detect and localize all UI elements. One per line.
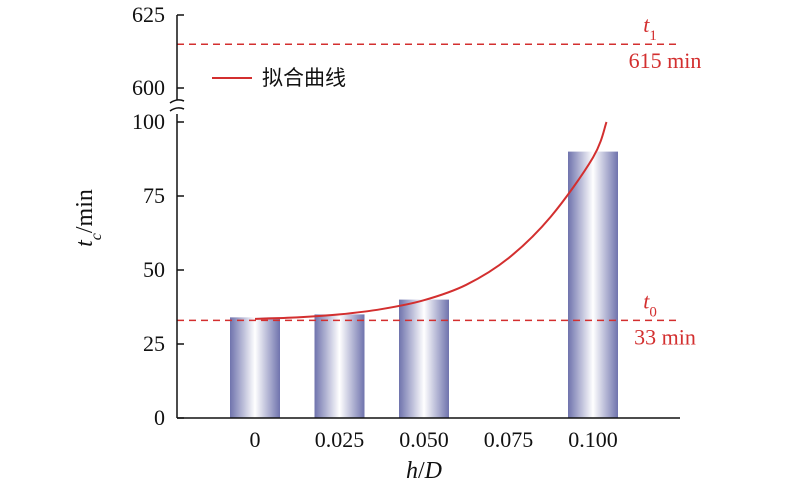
axes — [169, 14, 680, 419]
x-tick-label: 0 — [250, 427, 261, 452]
y-tick-label: 75 — [143, 183, 165, 208]
y-tick-label: 50 — [143, 257, 165, 282]
axis-break-mark — [169, 99, 185, 112]
legend-label: 拟合曲线 — [262, 66, 346, 90]
fit-curve — [254, 121, 608, 320]
reference-line-value: 615 min — [629, 48, 702, 73]
x-tick-label: 0.100 — [568, 427, 618, 452]
reference-lines: t1 615 min t0 33 min — [177, 12, 701, 349]
bar — [568, 151, 618, 418]
bar — [314, 314, 365, 418]
bar — [399, 299, 449, 418]
reference-line-symbol: t0 — [643, 288, 657, 320]
y-tick-label: 25 — [143, 331, 165, 356]
x-tick-labels: 0 0.025 0.050 0.075 0.100 — [250, 427, 618, 452]
y-tick-label: 600 — [132, 75, 165, 100]
x-tick-label: 0.025 — [315, 427, 365, 452]
x-tick-label: 0.075 — [484, 427, 534, 452]
bars — [230, 151, 618, 418]
legend: 拟合曲线 — [212, 66, 346, 90]
y-tick-label: 625 — [132, 2, 165, 27]
reference-line-symbol: t1 — [643, 12, 657, 44]
y-tick-label: 0 — [154, 405, 165, 430]
y-axis-title: tc/min — [72, 189, 105, 247]
y-tick-label: 100 — [132, 109, 165, 134]
x-axis-title: h/D — [406, 458, 442, 484]
reference-line-value: 33 min — [634, 324, 696, 349]
x-tick-label: 0.050 — [399, 427, 449, 452]
y-tick-labels: 0 25 50 75 100 600 625 — [132, 2, 165, 430]
bar — [230, 317, 280, 418]
